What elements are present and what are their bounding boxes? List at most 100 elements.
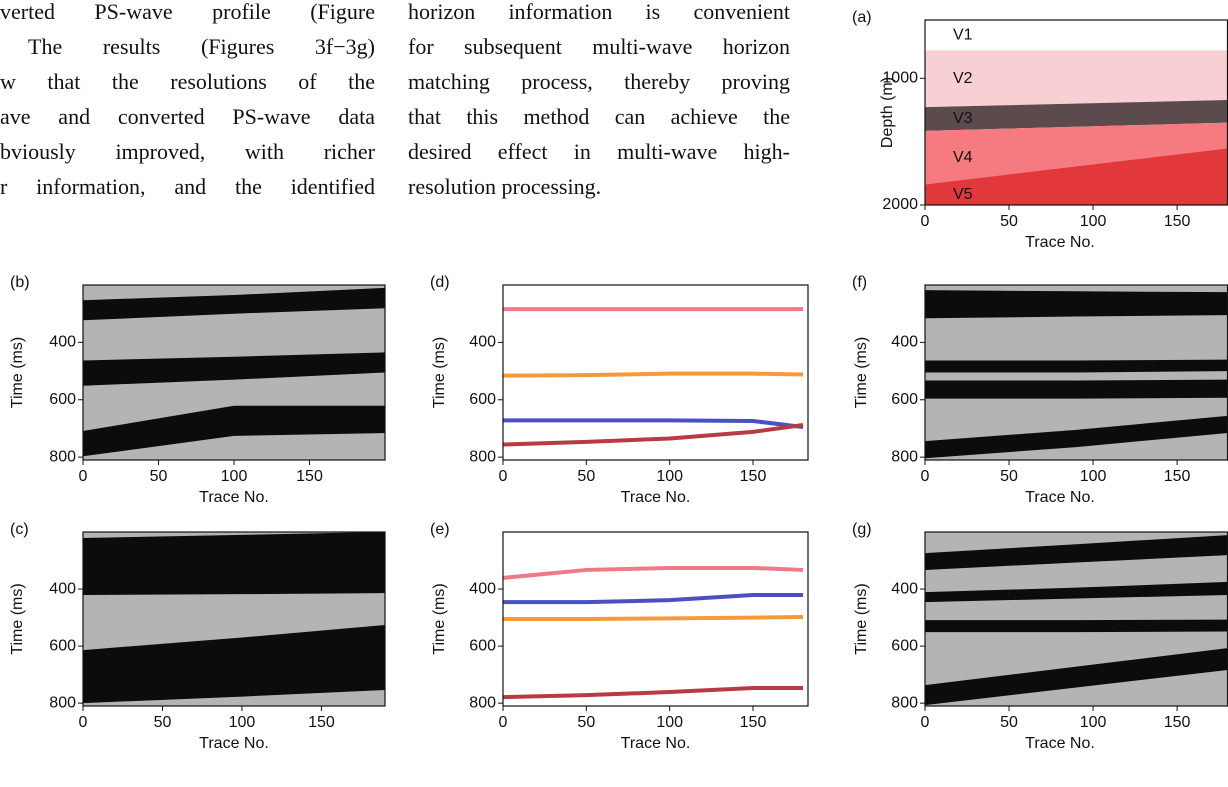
- horizon-line: [503, 418, 804, 429]
- layer-label: V5: [953, 186, 973, 203]
- layer-label: V3: [953, 110, 973, 127]
- text-line: horizon information is convenient: [408, 0, 790, 24]
- x-axis-label: Trace No.: [199, 489, 269, 506]
- x-axis-label: Trace No.: [199, 735, 269, 752]
- horizon-line: [503, 565, 804, 580]
- layer: [925, 148, 1228, 205]
- horizon-line: [503, 686, 803, 700]
- x-tick-label: 150: [1164, 213, 1191, 230]
- x-tick-label: 0: [499, 468, 508, 485]
- panel-label: (d): [430, 274, 450, 291]
- y-axis-label: Time (ms): [431, 337, 448, 408]
- y-tick-label: 800: [49, 694, 76, 711]
- x-tick-label: 100: [656, 468, 683, 485]
- x-tick-label: 50: [577, 468, 595, 485]
- y-tick-label: 400: [891, 580, 918, 597]
- y-tick-label: 2000: [882, 196, 918, 213]
- panel-label: (f): [852, 274, 867, 291]
- x-tick-label: 50: [154, 714, 172, 731]
- y-tick-label: 400: [891, 334, 918, 351]
- plot-area: [503, 565, 804, 700]
- layer: [925, 122, 1228, 185]
- reflection-band: [925, 535, 1228, 570]
- x-tick-label: 50: [577, 714, 595, 731]
- panel-label: (c): [10, 521, 29, 538]
- layer: [925, 99, 1228, 131]
- x-tick-label: 150: [740, 714, 767, 731]
- x-axis-label: Trace No.: [621, 735, 691, 752]
- horizon-line: [503, 615, 804, 621]
- y-tick-label: 600: [49, 637, 76, 654]
- x-axis-label: Trace No.: [1025, 489, 1095, 506]
- plot-area: [83, 285, 385, 460]
- y-tick-label: 600: [891, 637, 918, 654]
- text-line: w that the resolutions of the: [0, 69, 375, 94]
- x-tick-label: 100: [229, 714, 256, 731]
- text-line: The results (Figures 3f−3g): [28, 34, 375, 59]
- x-tick-label: 100: [221, 468, 248, 485]
- horizon-line: [503, 593, 803, 605]
- y-tick-label: 800: [469, 694, 496, 711]
- text-line: bviously improved, with richer: [0, 139, 375, 164]
- x-tick-label: 50: [150, 468, 168, 485]
- x-tick-label: 100: [656, 714, 683, 731]
- y-tick-label: 600: [469, 391, 496, 408]
- reflection-band: [925, 581, 1228, 603]
- text-line: ave and converted PS-wave data: [0, 104, 375, 129]
- reflection-band: [925, 415, 1228, 459]
- reflection-band: [83, 405, 385, 457]
- reflection-band: [83, 352, 385, 386]
- y-axis-label: Time (ms): [431, 583, 448, 654]
- plot-frame: [82, 531, 386, 707]
- text-line: that this method can achieve the: [408, 104, 790, 129]
- layer-label: V1: [953, 26, 973, 43]
- x-axis-label: Trace No.: [621, 489, 691, 506]
- x-tick-label: 100: [1080, 468, 1107, 485]
- x-tick-label: 0: [921, 213, 930, 230]
- y-tick-label: 600: [469, 637, 496, 654]
- y-tick-label: 1000: [882, 70, 918, 87]
- x-axis-label: Trace No.: [1025, 234, 1095, 251]
- reflection-band: [83, 624, 385, 704]
- y-tick-label: 800: [49, 448, 76, 465]
- x-tick-label: 150: [296, 468, 323, 485]
- reflection-band: [925, 290, 1228, 319]
- x-tick-label: 150: [1164, 714, 1191, 731]
- y-tick-label: 800: [469, 448, 496, 465]
- layer-label: V4: [953, 149, 973, 166]
- x-tick-label: 100: [1080, 213, 1107, 230]
- text-line: for subsequent multi-wave horizon: [408, 34, 790, 59]
- x-tick-label: 150: [308, 714, 335, 731]
- x-tick-label: 0: [79, 714, 88, 731]
- horizon-line: [503, 423, 804, 447]
- y-tick-label: 800: [891, 448, 918, 465]
- y-axis-label: Time (ms): [9, 337, 26, 408]
- y-axis-label: Time (ms): [853, 337, 870, 408]
- x-tick-label: 0: [921, 714, 930, 731]
- text-line: verted PS-wave profile (Figure: [0, 0, 375, 24]
- x-tick-label: 150: [1164, 468, 1191, 485]
- y-tick-label: 400: [469, 334, 496, 351]
- layer: [925, 20, 1228, 51]
- plot-area: [925, 285, 1228, 460]
- y-tick-label: 400: [49, 580, 76, 597]
- x-tick-label: 50: [1000, 714, 1018, 731]
- layer-label: V2: [953, 70, 973, 87]
- text-line: matching process, thereby proving: [408, 69, 790, 94]
- y-tick-label: 400: [469, 580, 496, 597]
- y-axis-label: Depth (m): [879, 77, 896, 148]
- text-line: resolution processing.: [408, 174, 602, 199]
- reflection-band: [83, 532, 385, 596]
- horizon-line: [503, 371, 804, 378]
- plot-area: [83, 532, 385, 706]
- reflection-band: [925, 379, 1228, 399]
- plot-frame: [502, 531, 809, 707]
- text-line: desired effect in multi-wave high-: [408, 139, 790, 164]
